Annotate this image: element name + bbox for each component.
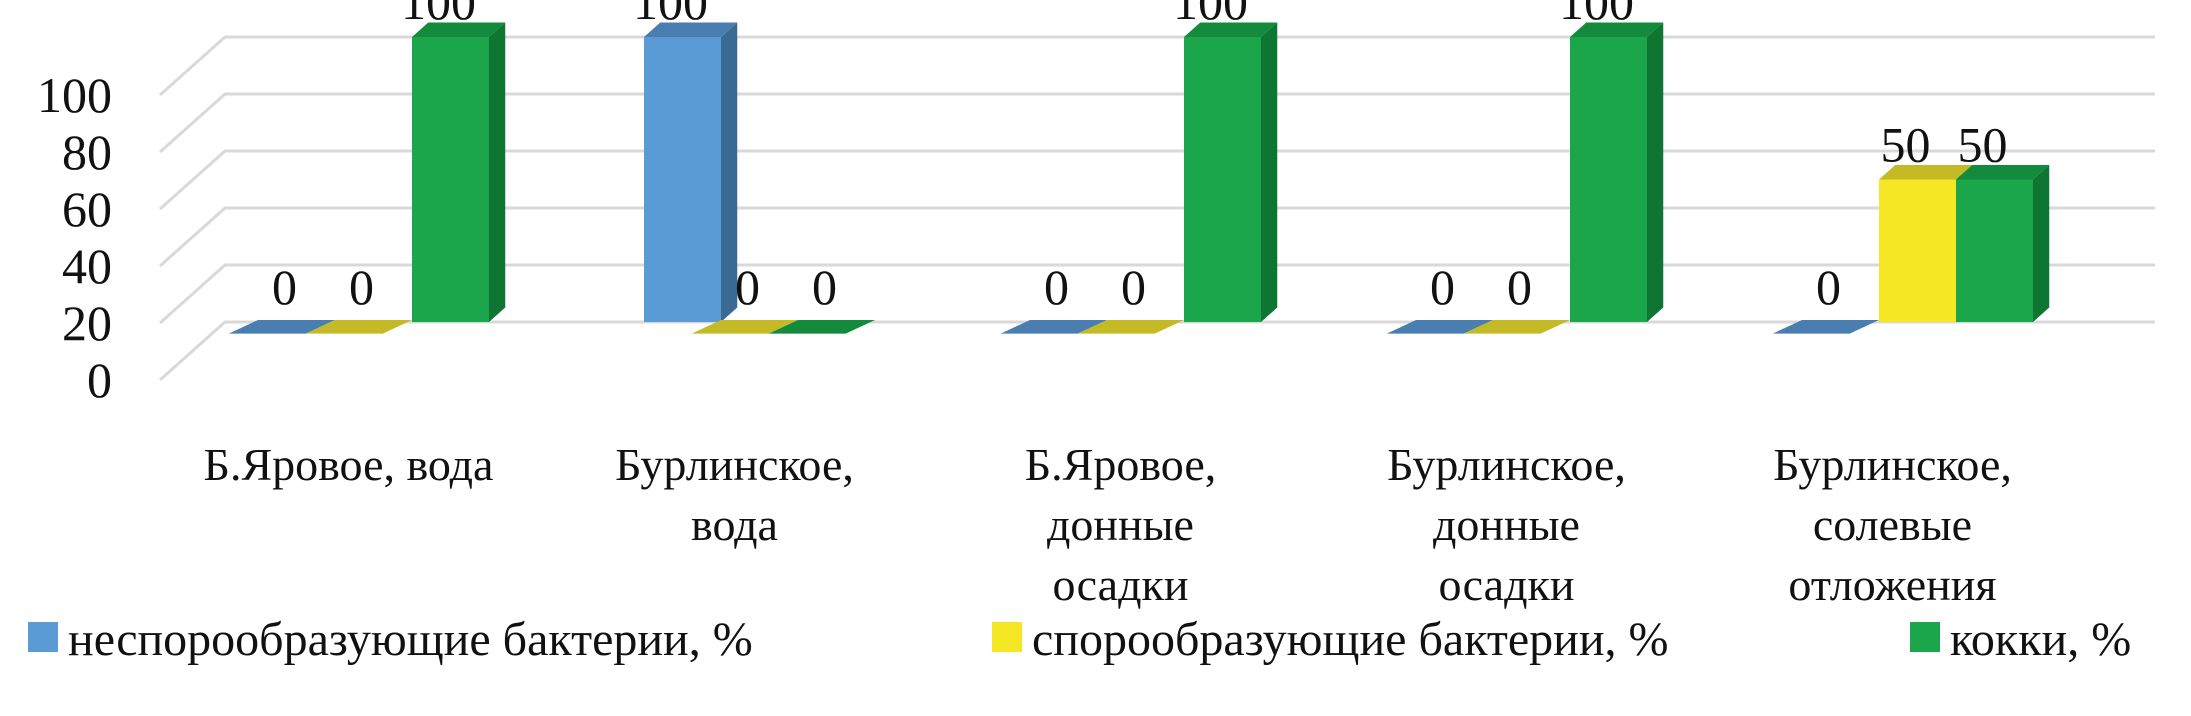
bar	[1772, 320, 1879, 334]
bar-side-face	[489, 22, 506, 322]
data-label: 0	[735, 259, 760, 315]
bar	[412, 22, 506, 322]
bar-front-face	[1956, 179, 2033, 322]
y-tick-label: 20	[62, 295, 112, 351]
bar-floor-tile	[691, 320, 798, 334]
category-label-line: Б.Яровое, вода	[204, 439, 494, 490]
legend-swatch	[28, 622, 58, 652]
data-label: 0	[1507, 259, 1532, 315]
y-tick-label: 0	[87, 352, 112, 408]
data-label: 0	[1121, 259, 1146, 315]
bar-side-face	[1261, 22, 1278, 322]
legend-label: спорообразующие бактерии, %	[1032, 613, 1669, 666]
bar-floor-tile	[1386, 320, 1493, 334]
category-label: Б.Яровое, вода	[204, 439, 494, 490]
bar	[1077, 320, 1184, 334]
y-tick-label: 100	[37, 67, 112, 123]
bar	[644, 22, 738, 322]
data-label: 100	[1559, 0, 1634, 30]
bar-top-face	[1956, 165, 2050, 180]
category-label-line: осадки	[1053, 559, 1189, 610]
bars	[228, 22, 2050, 334]
bar-front-face	[1879, 179, 1956, 322]
data-label: 100	[401, 0, 476, 30]
bar-floor-tile	[1772, 320, 1879, 334]
category-label-line: осадки	[1439, 559, 1575, 610]
bar-front-face	[1570, 37, 1647, 322]
bar	[1184, 22, 1278, 322]
category-label: Бурлинское, вода	[615, 439, 854, 550]
legend-item: спорообразующие бактерии, %	[992, 613, 1669, 666]
legend-label: кокки, %	[1950, 613, 2131, 666]
bar-top-face	[1570, 22, 1664, 37]
bar-floor-tile	[768, 320, 875, 334]
data-label: 0	[349, 259, 374, 315]
bar-top-face	[1184, 22, 1278, 37]
data-label: 0	[1816, 259, 1841, 315]
bar	[691, 320, 798, 334]
bar	[1956, 165, 2050, 322]
category-label-line: Бурлинское,	[615, 439, 854, 490]
data-label: 100	[633, 0, 708, 30]
data-label: 50	[1881, 117, 1931, 173]
bar-top-face	[644, 22, 738, 37]
legend-swatch	[1910, 622, 1940, 652]
bar-front-face	[1184, 37, 1261, 322]
legend: неспорообразующие бактерии, % спорообразу…	[28, 613, 2131, 666]
data-label: 0	[272, 259, 297, 315]
gridline	[159, 35, 2155, 97]
data-label: 0	[1044, 259, 1069, 315]
bar	[1463, 320, 1570, 334]
category-label-line: Б.Яровое,	[1025, 439, 1216, 490]
category-label-line: отложения	[1788, 559, 1996, 610]
category-label-line: донные	[1047, 499, 1194, 550]
category-label: Бурлинское, донные осадки	[1387, 439, 1626, 610]
data-label: 100	[1173, 0, 1248, 30]
category-label-line: Бурлинское,	[1773, 439, 2012, 490]
data-label: 50	[1958, 117, 2008, 173]
y-tick-label: 60	[62, 181, 112, 237]
bar-floor-tile	[1463, 320, 1570, 334]
bar	[1386, 320, 1493, 334]
bar-top-face	[412, 22, 506, 37]
legend-label: неспорообразующие бактерии, %	[68, 613, 753, 666]
bar	[228, 320, 335, 334]
bar-floor-tile	[1000, 320, 1107, 334]
legend-swatch	[992, 622, 1022, 652]
gridline	[159, 206, 2155, 268]
legend-item: неспорообразующие бактерии, %	[28, 613, 753, 666]
category-label-line: донные	[1433, 499, 1580, 550]
bar-top-face	[1879, 165, 1973, 180]
gridline	[159, 263, 2155, 325]
data-label: 0	[1430, 259, 1455, 315]
bar	[1000, 320, 1107, 334]
category-label-line: Бурлинское,	[1387, 439, 1626, 490]
bar-floor-tile	[228, 320, 335, 334]
y-tick-label: 40	[62, 238, 112, 294]
category-label: Бурлинское, солевые отложения	[1773, 439, 2012, 610]
bar-side-face	[721, 22, 738, 322]
category-label-line: солевые	[1813, 499, 1972, 550]
bar-front-face	[412, 37, 489, 322]
category-label-line: вода	[691, 499, 778, 550]
gridline	[159, 149, 2155, 211]
data-label: 0	[812, 259, 837, 315]
bar-floor-tile	[305, 320, 412, 334]
bar-side-face	[2033, 165, 2050, 322]
bar	[768, 320, 875, 334]
category-label: Б.Яровое, донные осадки	[1025, 439, 1216, 610]
bar	[305, 320, 412, 334]
bar-side-face	[1647, 22, 1664, 322]
y-tick-label: 80	[62, 124, 112, 180]
legend-item: кокки, %	[1910, 613, 2131, 666]
bar-front-face	[644, 37, 721, 322]
bar	[1570, 22, 1664, 322]
bar-floor-tile	[1077, 320, 1184, 334]
gridline	[159, 92, 2155, 154]
